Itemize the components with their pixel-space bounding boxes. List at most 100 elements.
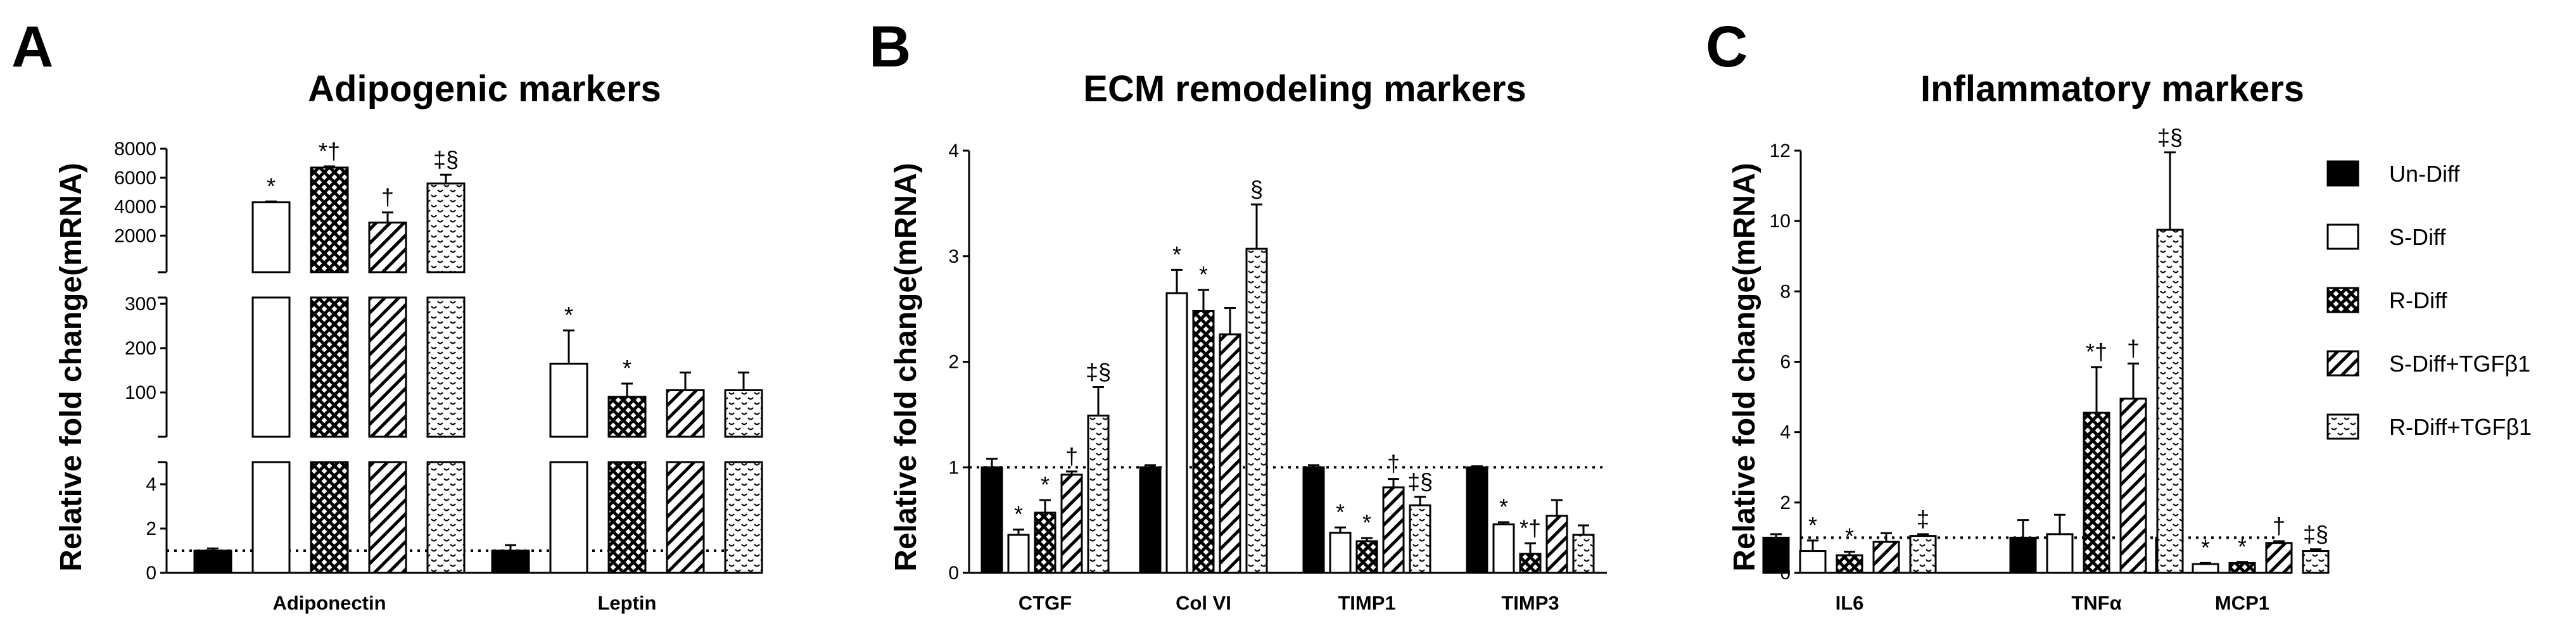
error-bar: [1770, 533, 1782, 538]
error-bar: [324, 165, 335, 168]
bar-segment-low: [724, 461, 763, 574]
y-tick-label: 2000: [114, 225, 156, 246]
bar-segment-mid: [310, 296, 349, 438]
significance-label: *: [2201, 534, 2210, 560]
bar: [193, 549, 232, 574]
error-bar: [621, 382, 633, 397]
error-bar: [505, 544, 516, 551]
error-bar: [1093, 386, 1104, 416]
bar-segment-low: [666, 461, 705, 574]
legend-label: S-Diff: [2389, 224, 2446, 250]
bar: [1219, 333, 1241, 574]
y-axis-title-c: Relative fold change(mRNA): [1728, 163, 1761, 571]
y-tick-label: 200: [125, 338, 156, 359]
y-tick-label: 12: [1770, 141, 1791, 161]
bar-segment-mid: [251, 296, 291, 438]
significance-label: *: [1845, 523, 1854, 549]
error-bar: [2017, 519, 2029, 538]
bar: [2228, 561, 2256, 574]
error-bar: [1881, 532, 1892, 542]
error-bar: [1224, 306, 1236, 335]
bar-segment-mid: [426, 296, 466, 438]
bar: [1245, 248, 1268, 574]
y-tick-label: 100: [125, 382, 156, 403]
bar-segment-low: [607, 461, 647, 574]
x-category-label: MCP1: [2215, 592, 2269, 614]
bar: [2302, 550, 2330, 574]
x-category-label: Leptin: [598, 592, 657, 614]
bar: [549, 363, 588, 438]
bar-segment-low: [549, 461, 588, 574]
legend: Un-Diff S-Diff R-Diff S-Diff+TGFβ1 R-Diff+TG…: [2326, 160, 2532, 440]
legend-label: Un-Diff: [2389, 161, 2460, 187]
error-bar: [382, 211, 393, 223]
error-bar: [1807, 539, 1818, 551]
bar: [2119, 398, 2147, 574]
y-tick-label: 2: [948, 352, 959, 373]
panel-c: C Inflammatory markers Relative fold cha…: [1706, 15, 2330, 614]
x-category-label: Col VI: [1176, 592, 1231, 614]
y-tick-label: 4000: [114, 197, 156, 218]
panel-b: B ECM remodeling markers Relative fold c…: [869, 15, 1607, 614]
bar: [368, 222, 407, 273]
error-bar: [1578, 524, 1589, 535]
bar: [1329, 532, 1352, 574]
plot-area-c: 024681012IL6TNFαMCP1****†*††‡‡§‡§: [1762, 124, 2330, 614]
bar: [2192, 563, 2219, 574]
bar: [1087, 415, 1110, 574]
significance-label: †: [1065, 443, 1078, 469]
legend-swatch: [2326, 160, 2359, 187]
bar: [666, 389, 705, 438]
bar: [1060, 473, 1083, 574]
error-bar: [1251, 203, 1262, 249]
bar: [980, 466, 1003, 574]
significance-label: †: [2127, 335, 2140, 361]
bar: [1165, 292, 1188, 574]
y-tick-label: 6: [1780, 352, 1791, 373]
legend-label: R-Diff: [2389, 287, 2447, 313]
error-bar: [2200, 561, 2211, 565]
significance-label: *: [1499, 494, 1508, 520]
significance-label: *: [267, 173, 276, 199]
y-axis-title-a: Relative fold change(mRNA): [54, 163, 88, 571]
bar-segment-low: [426, 461, 466, 574]
y-tick-label: 2: [146, 518, 156, 539]
significance-label: §: [1250, 176, 1263, 202]
error-bar: [1844, 551, 1855, 556]
error-bar: [1308, 464, 1319, 468]
bar: [1545, 515, 1568, 574]
y-tick-label: 4: [1780, 422, 1791, 443]
bar-segment-low: [368, 461, 407, 574]
error-bar: [207, 548, 219, 551]
error-bar: [1171, 268, 1183, 294]
y-tick-label: 8: [1780, 281, 1791, 302]
y-tick-label: 0: [948, 563, 959, 584]
bar: [1872, 541, 1900, 574]
error-bar: [2164, 151, 2176, 230]
x-category-label: TIMP1: [1338, 592, 1395, 614]
error-bar: [2237, 561, 2248, 563]
error-bar: [1198, 289, 1209, 311]
bar: [1302, 466, 1325, 574]
error-bar: [1525, 542, 1536, 554]
bar-segment-low: [310, 461, 349, 574]
error-bar: [1471, 465, 1483, 468]
bar: [251, 201, 291, 273]
error-bar: [1917, 533, 1929, 536]
significance-label: †: [381, 184, 394, 210]
error-bar: [680, 372, 691, 391]
bar: [2046, 533, 2074, 574]
error-bar: [986, 458, 998, 468]
significance-label: ‡§: [2303, 521, 2328, 547]
bar: [1466, 466, 1488, 574]
bar: [607, 396, 647, 438]
y-tick-label: 3: [948, 246, 959, 267]
significance-label: *†: [2086, 339, 2107, 365]
significance-label: *†: [319, 138, 340, 164]
significance-label: ‡§: [1086, 359, 1111, 385]
error-bar: [1039, 499, 1051, 513]
bar: [2009, 536, 2037, 574]
error-bar: [1335, 526, 1346, 533]
bar: [2265, 542, 2293, 574]
y-tick-label: 10: [1770, 211, 1791, 232]
